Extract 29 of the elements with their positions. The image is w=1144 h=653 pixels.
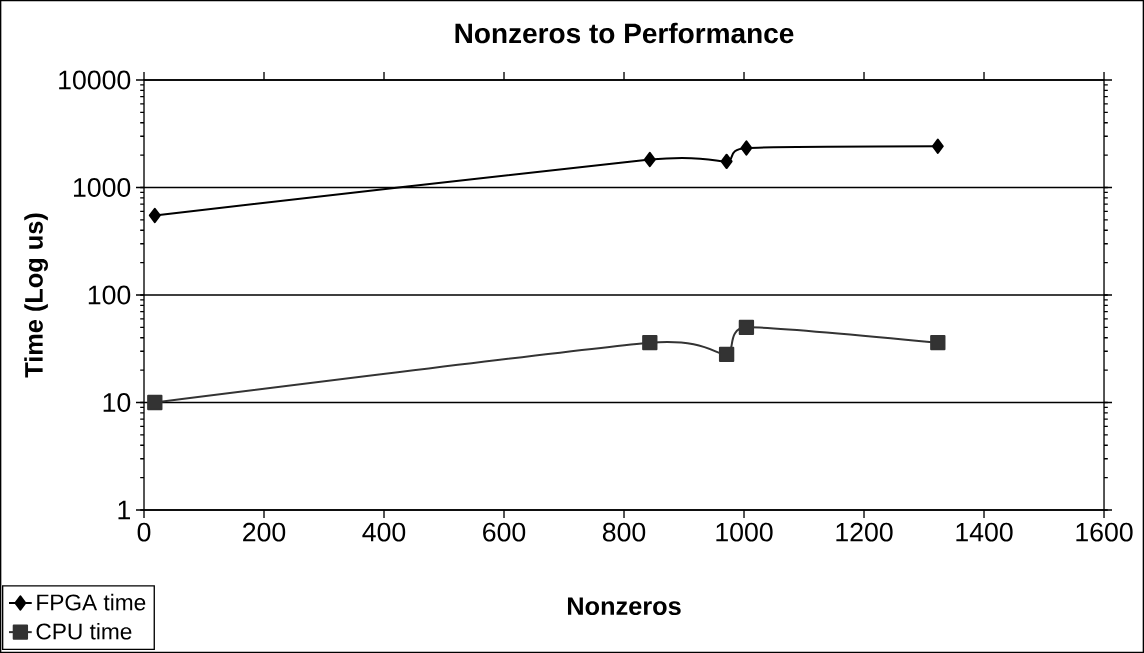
point (931, 138, 944, 154)
point (930, 335, 946, 351)
y-tick-label: 10 (103, 393, 131, 412)
x-tick-label: 800 (602, 522, 646, 542)
point (147, 394, 163, 411)
x-axis-title: Nonzeros (567, 597, 681, 616)
point (740, 140, 753, 156)
legend-label: FPGA time (37, 593, 146, 611)
x-tick-label: 1000 (716, 522, 773, 542)
point (642, 335, 658, 351)
y-tick-label: 100 (88, 285, 131, 305)
point (720, 153, 733, 170)
y-tick-label: 1 (118, 500, 130, 520)
y-tick-label: 1000 (74, 178, 131, 197)
x-tick-label: 1600 (1076, 522, 1133, 542)
chart-title: Nonzeros to Performance (455, 22, 794, 44)
point (643, 151, 656, 168)
x-tick-label: 200 (243, 522, 286, 542)
x-tick-label: 1400 (956, 522, 1013, 542)
point (738, 319, 755, 336)
point (718, 346, 735, 363)
x-tick-label: 400 (362, 522, 406, 542)
legend-label: CPU time (36, 622, 132, 640)
x-tick-label: 600 (483, 522, 526, 542)
x-tick-label: 1200 (836, 522, 893, 542)
y-axis-title: Time (Log us) (24, 213, 48, 378)
point (148, 207, 161, 224)
y-tick-label: 10000 (59, 70, 131, 90)
x-tick-label: 0 (137, 522, 151, 542)
